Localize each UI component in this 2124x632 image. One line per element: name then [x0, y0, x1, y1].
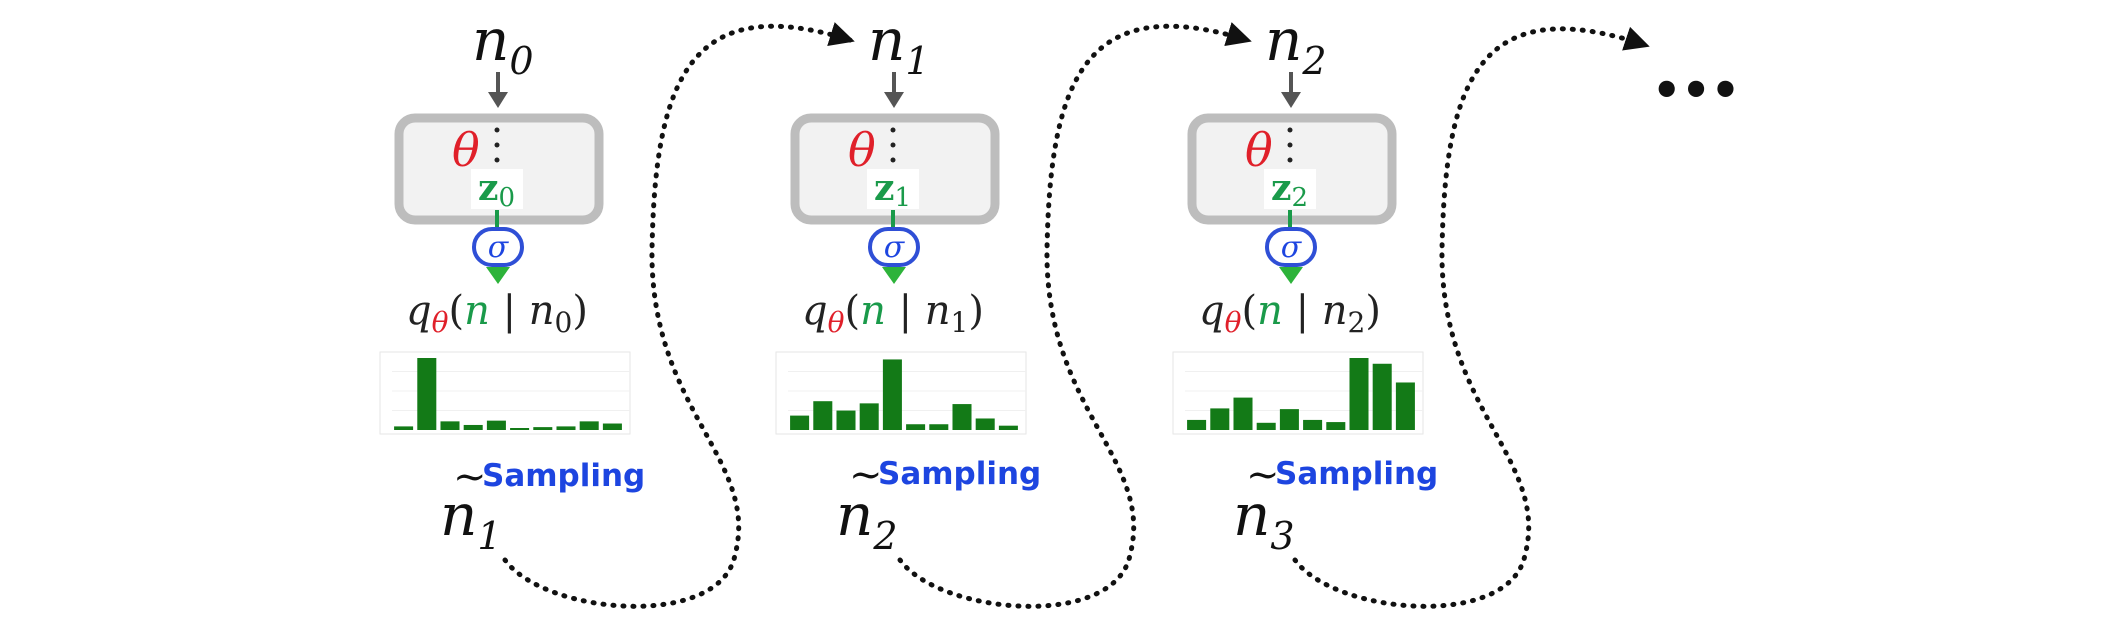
histogram	[1172, 351, 1424, 435]
latent-background	[867, 169, 919, 209]
input-arrow-head	[488, 92, 508, 108]
dotted-link	[494, 127, 500, 163]
continuation-ellipsis: •••	[1652, 63, 1740, 117]
histogram-bar	[998, 425, 1018, 430]
histogram-bar	[1349, 358, 1369, 430]
output-arrow-head	[1279, 267, 1303, 284]
distribution-label: qθ(n | n2)	[1199, 288, 1381, 339]
feedback-arrow-1	[502, 22, 855, 609]
histogram	[775, 351, 1027, 435]
histogram-bar	[510, 428, 530, 430]
histogram-bar	[952, 404, 972, 430]
histogram-bar	[1256, 422, 1276, 430]
histogram-bar	[579, 421, 599, 430]
latent-label: z2	[1271, 167, 1308, 213]
histogram-bar	[1303, 419, 1323, 430]
histogram-bar	[602, 423, 622, 430]
activation-symbol: σ	[1281, 230, 1303, 265]
histogram	[379, 351, 631, 435]
latent-label: z1	[874, 167, 911, 213]
dotted-link	[1287, 127, 1293, 163]
histogram-bar	[417, 358, 437, 430]
input-label: n2	[1265, 6, 1327, 83]
histogram-bar	[882, 359, 902, 430]
output-arrow-head	[882, 267, 906, 284]
histogram-bar	[1326, 422, 1346, 430]
activation-symbol: σ	[884, 230, 906, 265]
param-symbol: θ	[1245, 123, 1273, 177]
sampling-label: Sampling	[482, 458, 645, 494]
sampling-label: Sampling	[878, 456, 1041, 492]
activation-node	[868, 227, 920, 267]
histogram-bar	[975, 418, 995, 430]
histogram-bar	[556, 426, 576, 430]
activation-node	[472, 227, 524, 267]
histogram-bar	[533, 427, 553, 430]
latent-label: z0	[478, 167, 515, 213]
dotted-link	[890, 127, 896, 163]
stage-0: n0 θ z0 σ qθ(n | n0) ~ Sampling n1	[379, 6, 645, 558]
histogram-bar	[1372, 363, 1392, 430]
input-arrow-head	[1281, 92, 1301, 108]
histogram-bar	[836, 410, 856, 430]
sampling-tilde: ~	[1246, 452, 1280, 498]
histogram-bar	[486, 420, 506, 430]
output-arrow-head	[486, 267, 510, 284]
activation-node	[1265, 227, 1317, 267]
param-symbol: θ	[848, 123, 876, 177]
input-arrow-head	[884, 92, 904, 108]
histogram-bar	[394, 426, 414, 430]
sampling-label: Sampling	[1275, 456, 1438, 492]
latent-background	[471, 169, 523, 209]
sampling-tilde: ~	[849, 452, 883, 498]
histogram-bar	[906, 424, 926, 430]
histogram-bar	[790, 415, 810, 430]
distribution-label: qθ(n | n1)	[802, 288, 984, 339]
input-label: n0	[472, 6, 534, 83]
latent-background	[1264, 169, 1316, 209]
stage-1: n1 θ z1 σ qθ(n | n1) ~ Sampling n2	[775, 6, 1041, 558]
histogram-bar	[463, 424, 483, 430]
input-label: n1	[868, 6, 930, 83]
histogram-bar	[859, 403, 879, 430]
feedback-arrow-3	[1292, 26, 1650, 609]
histogram-bar	[1279, 409, 1299, 430]
stage-2: n2 θ z2 σ qθ(n | n2) ~ Sampling n3	[1172, 6, 1438, 558]
histogram-bar	[440, 421, 460, 430]
histogram-bar	[813, 401, 833, 430]
output-label: n3	[1233, 481, 1295, 558]
histogram-bar	[1233, 397, 1253, 430]
histogram-bar	[929, 424, 949, 430]
sampling-tilde: ~	[453, 454, 487, 500]
histogram-bar	[1210, 408, 1230, 430]
param-symbol: θ	[452, 123, 480, 177]
output-label: n1	[440, 481, 502, 558]
distribution-label: qθ(n | n0)	[406, 288, 588, 339]
feedback-arrow-2	[897, 22, 1252, 609]
output-label: n2	[836, 481, 898, 558]
histogram-bar	[1395, 382, 1415, 430]
feedback-arrows	[502, 22, 1650, 609]
activation-symbol: σ	[488, 230, 510, 265]
histogram-bar	[1187, 419, 1207, 430]
